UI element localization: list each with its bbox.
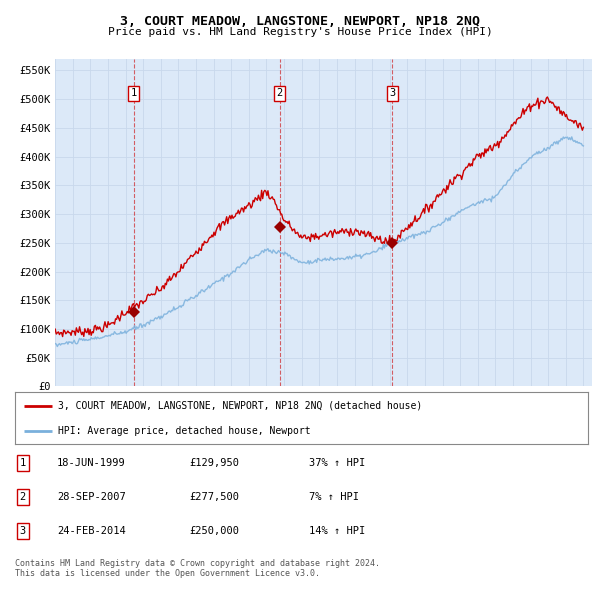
Text: £129,950: £129,950: [189, 458, 239, 468]
Text: 14% ↑ HPI: 14% ↑ HPI: [309, 526, 365, 536]
Text: 24-FEB-2014: 24-FEB-2014: [57, 526, 126, 536]
Text: 37% ↑ HPI: 37% ↑ HPI: [309, 458, 365, 468]
Text: 3: 3: [20, 526, 26, 536]
Text: This data is licensed under the Open Government Licence v3.0.: This data is licensed under the Open Gov…: [15, 569, 320, 578]
Text: £277,500: £277,500: [189, 492, 239, 502]
Text: Contains HM Land Registry data © Crown copyright and database right 2024.: Contains HM Land Registry data © Crown c…: [15, 559, 380, 568]
Text: 3, COURT MEADOW, LANGSTONE, NEWPORT, NP18 2NQ: 3, COURT MEADOW, LANGSTONE, NEWPORT, NP1…: [120, 15, 480, 28]
Text: Price paid vs. HM Land Registry's House Price Index (HPI): Price paid vs. HM Land Registry's House …: [107, 27, 493, 37]
Text: 1: 1: [20, 458, 26, 468]
Text: 28-SEP-2007: 28-SEP-2007: [57, 492, 126, 502]
Text: 2: 2: [277, 88, 283, 99]
Text: 18-JUN-1999: 18-JUN-1999: [57, 458, 126, 468]
Text: HPI: Average price, detached house, Newport: HPI: Average price, detached house, Newp…: [58, 426, 311, 435]
Text: 3: 3: [389, 88, 395, 99]
Text: £250,000: £250,000: [189, 526, 239, 536]
Text: 3, COURT MEADOW, LANGSTONE, NEWPORT, NP18 2NQ (detached house): 3, COURT MEADOW, LANGSTONE, NEWPORT, NP1…: [58, 401, 422, 411]
Text: 2: 2: [20, 492, 26, 502]
Text: 1: 1: [131, 88, 137, 99]
Text: 7% ↑ HPI: 7% ↑ HPI: [309, 492, 359, 502]
